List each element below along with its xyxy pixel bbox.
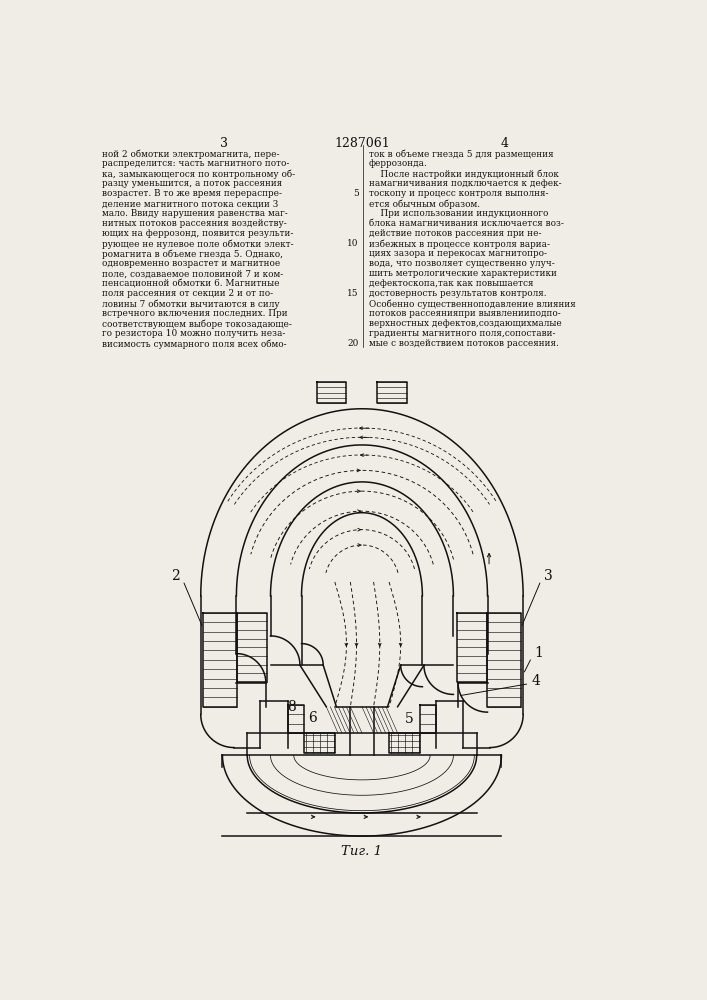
Text: потоков рассеянияпри выявленииподпо-: потоков рассеянияпри выявленииподпо- xyxy=(369,309,561,318)
Text: 8: 8 xyxy=(287,700,296,714)
Text: ется обычным образом.: ется обычным образом. xyxy=(369,199,480,209)
Text: 1: 1 xyxy=(534,646,543,660)
Text: разцу уменьшится, а поток рассеяния: разцу уменьшится, а поток рассеяния xyxy=(102,179,282,188)
Text: феррозонда.: феррозонда. xyxy=(369,159,428,168)
Text: 5: 5 xyxy=(404,712,414,726)
Text: При использовании индукционного: При использовании индукционного xyxy=(369,209,549,218)
Text: мые с воздействием потоков рассеяния.: мые с воздействием потоков рассеяния. xyxy=(369,339,559,348)
Text: 3: 3 xyxy=(220,137,228,150)
Text: ной 2 обмотки электромагнита, пере-: ной 2 обмотки электромагнита, пере- xyxy=(102,149,279,159)
Text: ка, замыкающегося по контрольному об-: ка, замыкающегося по контрольному об- xyxy=(102,169,295,179)
Text: Τиг. 1: Τиг. 1 xyxy=(341,845,382,858)
Text: 15: 15 xyxy=(347,289,359,298)
Text: 20: 20 xyxy=(347,339,359,348)
Text: возрастет. В то же время перераспре-: возрастет. В то же время перераспре- xyxy=(102,189,281,198)
Text: блока намагничивания исключается воз-: блока намагничивания исключается воз- xyxy=(369,219,563,228)
Text: 3: 3 xyxy=(544,569,553,583)
Text: 6: 6 xyxy=(308,711,317,725)
Text: 5: 5 xyxy=(353,189,359,198)
Text: 1287061: 1287061 xyxy=(334,137,390,150)
Text: деление магнитного потока секции 3: деление магнитного потока секции 3 xyxy=(102,199,278,208)
Text: рующее не нулевое поле обмотки элект-: рующее не нулевое поле обмотки элект- xyxy=(102,239,293,249)
Text: распределится: часть магнитного пото-: распределится: часть магнитного пото- xyxy=(102,159,289,168)
Text: достоверность результатов контроля.: достоверность результатов контроля. xyxy=(369,289,547,298)
Text: го резистора 10 можно получить неза-: го резистора 10 можно получить неза- xyxy=(102,329,285,338)
Text: одновременно возрастет и магнитное: одновременно возрастет и магнитное xyxy=(102,259,280,268)
Text: ромагнита в объеме гнезда 5. Однако,: ромагнита в объеме гнезда 5. Однако, xyxy=(102,249,283,259)
Text: висимость суммарного поля всех обмо-: висимость суммарного поля всех обмо- xyxy=(102,339,286,349)
Text: вода, что позволяет существенно улуч-: вода, что позволяет существенно улуч- xyxy=(369,259,555,268)
Text: тоскопу и процесс контроля выполня-: тоскопу и процесс контроля выполня- xyxy=(369,189,549,198)
Text: градиенты магнитного поля,сопостави-: градиенты магнитного поля,сопостави- xyxy=(369,329,556,338)
Text: верхностных дефектов,создающихмалые: верхностных дефектов,создающихмалые xyxy=(369,319,561,328)
Text: шить метрологические характеристики: шить метрологические характеристики xyxy=(369,269,557,278)
Text: пенсационной обмотки 6. Магнитные: пенсационной обмотки 6. Магнитные xyxy=(102,279,279,288)
Text: 2: 2 xyxy=(171,569,180,583)
Text: действие потоков рассеяния при не-: действие потоков рассеяния при не- xyxy=(369,229,542,238)
Text: поля рассеяния от секции 2 и от по-: поля рассеяния от секции 2 и от по- xyxy=(102,289,273,298)
Text: ток в объеме гнезда 5 для размещения: ток в объеме гнезда 5 для размещения xyxy=(369,149,554,159)
Text: ющих на феррозонд, появится результи-: ющих на феррозонд, появится результи- xyxy=(102,229,293,238)
Text: 4: 4 xyxy=(532,674,541,688)
Text: нитных потоков рассеяния воздейству-: нитных потоков рассеяния воздейству- xyxy=(102,219,286,228)
Text: Особенно существенноподавление влияния: Особенно существенноподавление влияния xyxy=(369,299,575,309)
Text: поле, создаваемое половиной 7 и ком-: поле, создаваемое половиной 7 и ком- xyxy=(102,269,283,278)
Text: циях зазора и перекосах магнитопро-: циях зазора и перекосах магнитопро- xyxy=(369,249,547,258)
Text: встречного включения последних. При: встречного включения последних. При xyxy=(102,309,287,318)
Text: намагничивания подключается к дефек-: намагничивания подключается к дефек- xyxy=(369,179,561,188)
Text: 10: 10 xyxy=(347,239,359,248)
Text: избежных в процессе контроля вариа-: избежных в процессе контроля вариа- xyxy=(369,239,550,249)
Text: дефектоскопа,так как повышается: дефектоскопа,так как повышается xyxy=(369,279,533,288)
Text: После настройки индукционный блок: После настройки индукционный блок xyxy=(369,169,559,179)
Text: соответствующем выборе токозадающе-: соответствующем выборе токозадающе- xyxy=(102,319,291,329)
Text: мало. Ввиду нарушения равенства маг-: мало. Ввиду нарушения равенства маг- xyxy=(102,209,287,218)
Text: ловины 7 обмотки вычитаются в силу: ловины 7 обмотки вычитаются в силу xyxy=(102,299,279,309)
Text: 4: 4 xyxy=(501,137,508,150)
